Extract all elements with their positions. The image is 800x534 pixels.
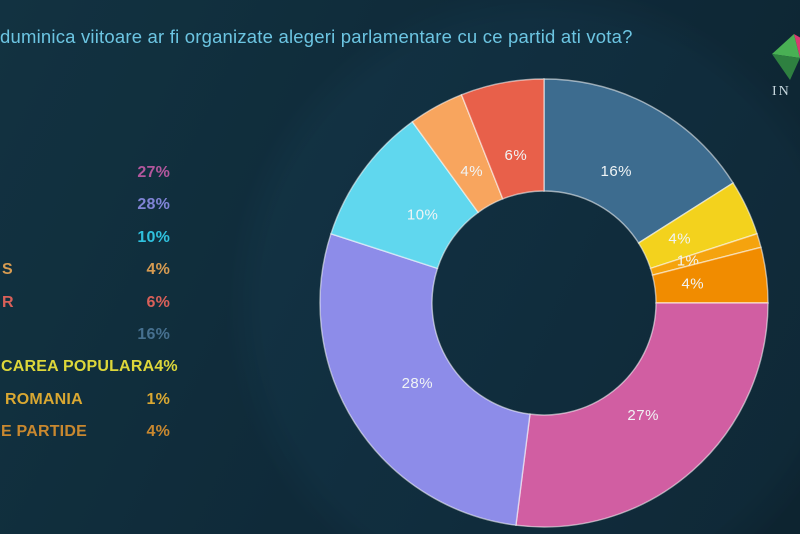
legend-party-label: E PARTIDE: [1, 423, 87, 441]
donut-label: 10%: [407, 206, 439, 223]
legend-party-label: CAREA POPULARA: [1, 358, 155, 376]
donut-segment-16%[interactable]: [543, 78, 735, 244]
logo-text: IN: [772, 84, 791, 99]
legend-row: CAREA POPULARA 4%: [0, 356, 178, 378]
donut-segment-27%[interactable]: [515, 302, 769, 528]
legend-row: ROMANIA 1%: [0, 389, 170, 411]
donut-segment-28%[interactable]: [319, 232, 531, 527]
donut-label: 16%: [600, 163, 632, 180]
legend-row: 10%: [0, 227, 170, 249]
logo: IN: [768, 28, 800, 104]
legend-party-value: 10%: [137, 228, 170, 246]
legend-row: E PARTIDE 4%: [0, 421, 170, 443]
legend-party-value: 16%: [137, 325, 170, 343]
donut-label: 4%: [681, 276, 704, 293]
donut-label: 27%: [627, 407, 659, 424]
legend-row: S 4%: [0, 259, 170, 281]
legend-party-value: 4%: [146, 423, 170, 441]
legend-party-value: 6%: [146, 293, 170, 311]
legend-party-label: R: [2, 293, 14, 311]
donut-label: 4%: [668, 231, 691, 248]
legend-party-label: S: [2, 261, 13, 279]
legend-row: 16%: [0, 324, 170, 346]
logo-gem-icon: [772, 34, 800, 80]
legend-row: 28%: [0, 194, 170, 216]
legend-party-value: 1%: [146, 390, 170, 408]
legend-party-value: 27%: [137, 164, 170, 181]
donut-label: 4%: [460, 163, 483, 180]
donut-segment-6%[interactable]: [460, 78, 545, 200]
legend-row: R 6%: [0, 292, 170, 314]
legend-party-value: 4%: [154, 358, 178, 376]
legend-row: 27%: [0, 162, 170, 184]
page-title: duminica viitoare ar fi organizate alege…: [0, 26, 633, 47]
legend-party-value: 28%: [137, 196, 170, 214]
legend: 27% 28% 10% S 4% R 6% 16% CAREA POPULARA 4% ROMANI…: [0, 162, 178, 454]
legend-party-label: ROMANIA: [5, 390, 83, 408]
donut-label: 28%: [402, 375, 434, 392]
legend-party-value: 4%: [146, 261, 170, 279]
donut-label: 6%: [505, 147, 528, 164]
